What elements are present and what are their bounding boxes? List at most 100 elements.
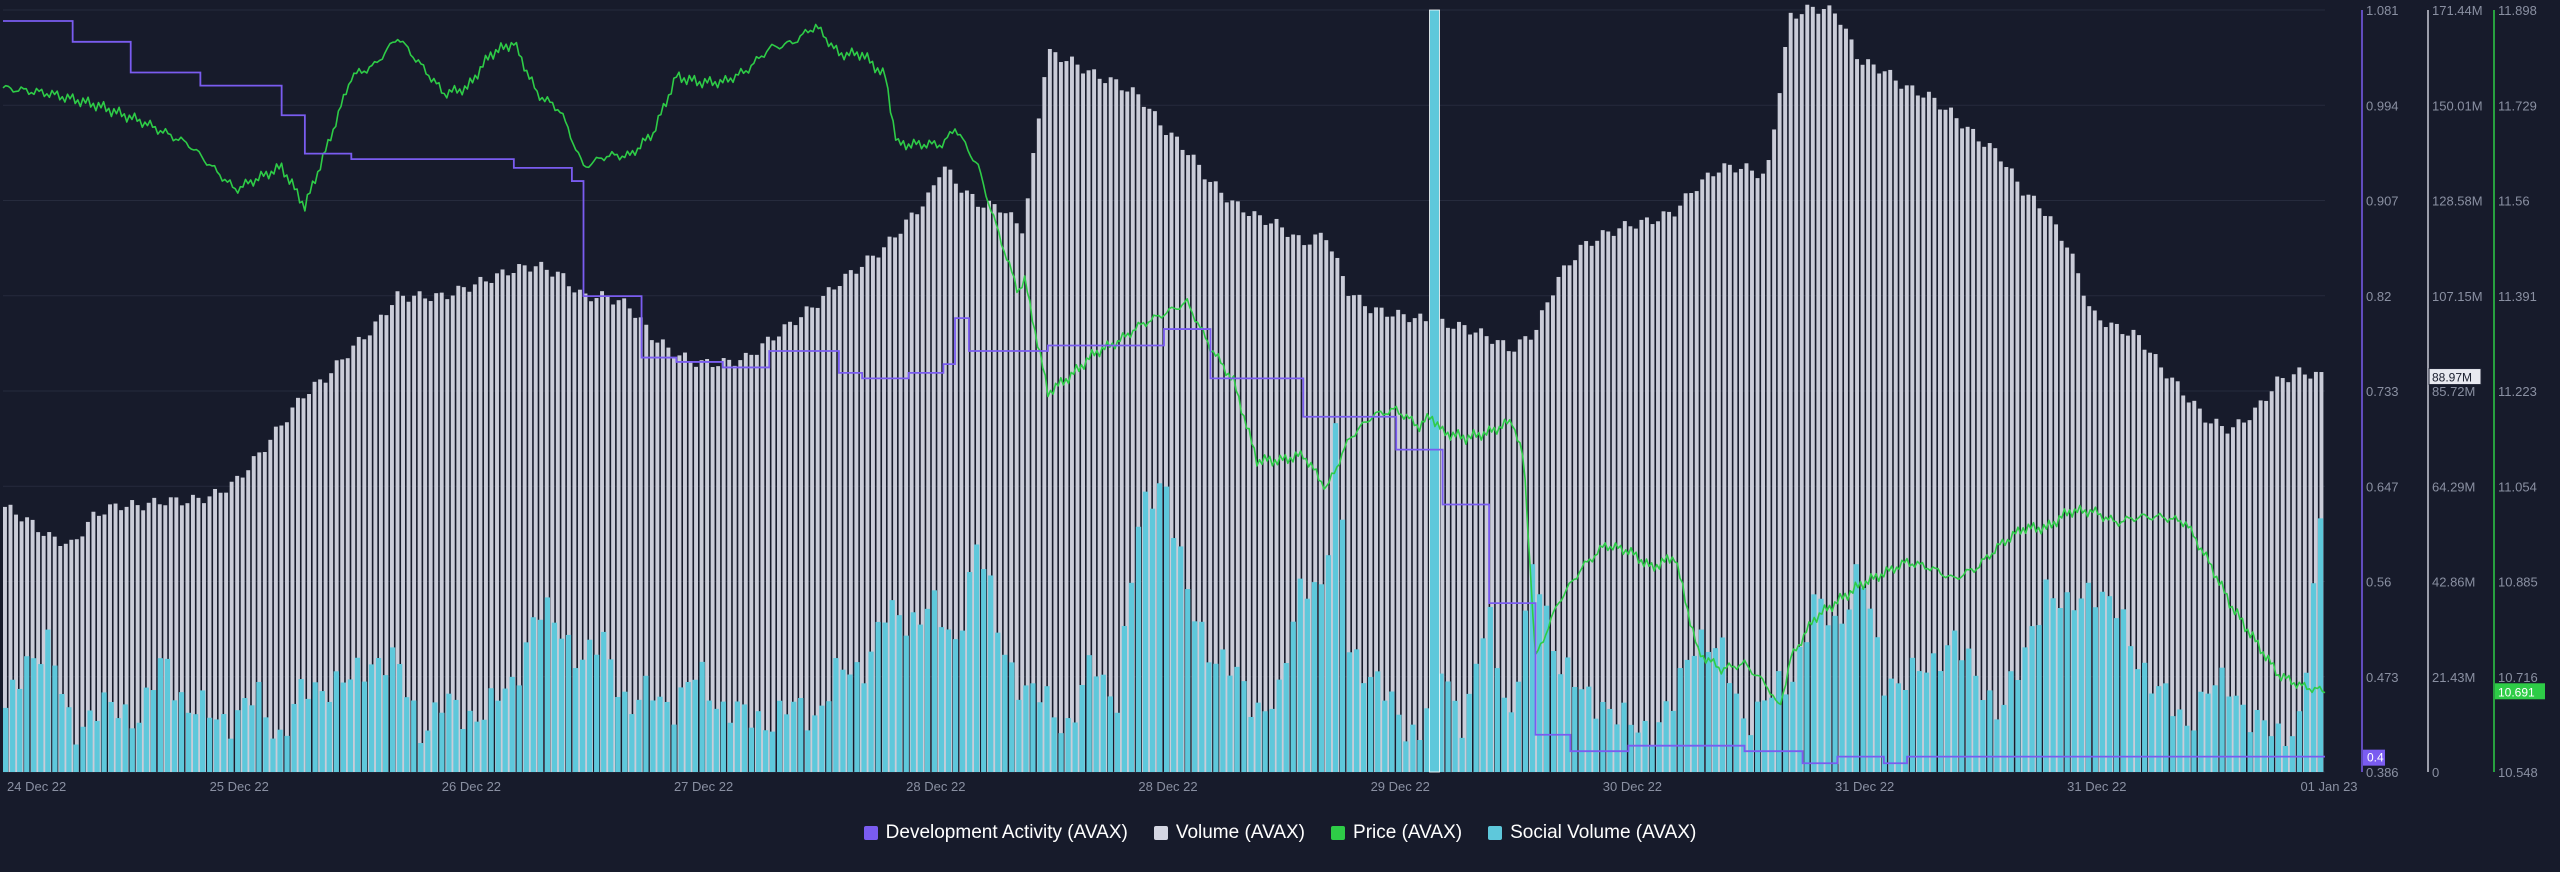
social-volume-bar: [1719, 637, 1726, 772]
social-volume-bar: [2219, 667, 2225, 772]
volume-bar: [1766, 160, 1771, 772]
social-volume-bar: [474, 721, 480, 772]
volume-bar: [1324, 240, 1329, 773]
social-volume-bar: [1691, 655, 1697, 772]
volume-bar: [1468, 334, 1472, 772]
social-volume-bar: [826, 701, 832, 772]
social-volume-bar: [903, 635, 909, 772]
volume-bar: [848, 270, 853, 772]
volume-bar: [2291, 374, 2296, 772]
social-volume-bar: [284, 735, 290, 772]
volume-bar: [323, 382, 328, 772]
social-volume-bar: [1114, 712, 1120, 772]
social-volume-bar: [87, 710, 93, 772]
social-volume-bar: [1776, 671, 1782, 772]
volume-bar: [85, 521, 90, 772]
social-volume-bar: [418, 743, 424, 772]
social-volume-bar: [136, 722, 142, 772]
social-volume-bar: [981, 569, 987, 772]
social-volume-bar: [1839, 623, 1845, 772]
volume-bar: [2059, 240, 2064, 772]
social-volume-bar: [1698, 629, 1704, 772]
volume-bar: [1141, 106, 1146, 772]
social-volume-bar: [2317, 518, 2324, 772]
volume-bar: [1738, 168, 1743, 773]
volume-bar: [1401, 314, 1406, 772]
social-volume-bar: [2106, 596, 2113, 772]
volume-bar: [1982, 146, 1987, 772]
social-volume-bar: [31, 658, 37, 772]
volume-bar: [1539, 310, 1544, 772]
social-volume-bar: [382, 675, 389, 772]
volume-bar: [1644, 217, 1649, 772]
social-volume-bar: [397, 663, 403, 772]
social-volume-bar: [24, 656, 30, 772]
volume-bar: [284, 422, 289, 772]
social-volume-bar: [1149, 508, 1156, 772]
volume-bar: [1307, 244, 1312, 773]
volume-bar: [450, 295, 455, 772]
legend-item-dev[interactable]: Development Activity (AVAX): [863, 822, 1128, 844]
volume-bar: [1296, 235, 1301, 772]
volume-bar: [506, 275, 511, 772]
social-volume-bar: [1853, 564, 1859, 772]
social-volume-bar: [2057, 608, 2063, 772]
x-tick-label: 31 Dec 22: [2067, 779, 2126, 794]
social-volume-bar: [1536, 594, 1543, 772]
legend-swatch-volume: [1153, 826, 1168, 840]
social-volume-bar: [1677, 668, 1683, 772]
volume-bar: [1318, 232, 1323, 772]
volume-bar: [152, 497, 157, 772]
volume-bar: [2253, 407, 2258, 772]
volume-bar: [1844, 28, 1848, 772]
volume-bar: [2048, 216, 2053, 772]
social-volume-bar: [2022, 647, 2028, 772]
social-volume-bar: [2205, 693, 2211, 772]
volume-bar: [1960, 128, 1965, 773]
social-volume-bar: [10, 679, 16, 772]
social-volume-bar: [1895, 683, 1902, 772]
volume-bar: [931, 185, 936, 772]
volume-bar: [1573, 260, 1578, 772]
volume-bar: [69, 539, 74, 772]
social-volume-bar: [2163, 683, 2169, 772]
volume-bar: [2020, 195, 2025, 772]
volume-bar: [843, 273, 848, 772]
volume-bar: [2302, 374, 2307, 772]
volume-bar: [384, 315, 389, 772]
volume-bar: [815, 307, 820, 772]
volume-bar: [2043, 215, 2047, 772]
social-volume-bar: [1135, 526, 1142, 772]
legend-item-price[interactable]: Price (AVAX): [1331, 822, 1462, 844]
volume-bar: [1965, 126, 1970, 772]
social-volume-bar: [390, 647, 396, 772]
social-volume-bar: [52, 665, 58, 772]
volume-bar: [1423, 321, 1428, 772]
volume-bar: [168, 497, 173, 772]
price-axis-tick-label: 10.548: [2498, 765, 2538, 780]
social-volume-bar: [2071, 610, 2077, 772]
volume-bar: [1490, 343, 1495, 772]
volume-bar: [533, 266, 538, 772]
volume-bar: [699, 360, 704, 772]
volume-bar: [942, 166, 947, 772]
social-volume-bar: [115, 718, 121, 772]
volume-bar: [401, 295, 405, 772]
social-volume-bar: [1825, 625, 1831, 772]
legend-item-volume[interactable]: Volume (AVAX): [1153, 822, 1305, 844]
social-volume-bar: [432, 702, 438, 772]
volume-bar: [1689, 193, 1694, 773]
volume-bar: [1407, 322, 1412, 772]
volume-bar: [1871, 64, 1876, 772]
volume-bar: [1827, 5, 1832, 772]
social-volume-bar: [467, 710, 473, 772]
volume-bar: [1103, 83, 1108, 772]
dev-axis-tick-label: 0.647: [2366, 479, 2399, 494]
social-volume-bar: [256, 681, 262, 772]
volume-bar: [793, 325, 798, 772]
volume-bar: [1263, 224, 1268, 772]
volume-bar: [1700, 179, 1705, 772]
legend-item-social[interactable]: Social Volume (AVAX): [1488, 822, 1696, 844]
volume-axis-tick-label: 21.43M: [2432, 670, 2475, 685]
